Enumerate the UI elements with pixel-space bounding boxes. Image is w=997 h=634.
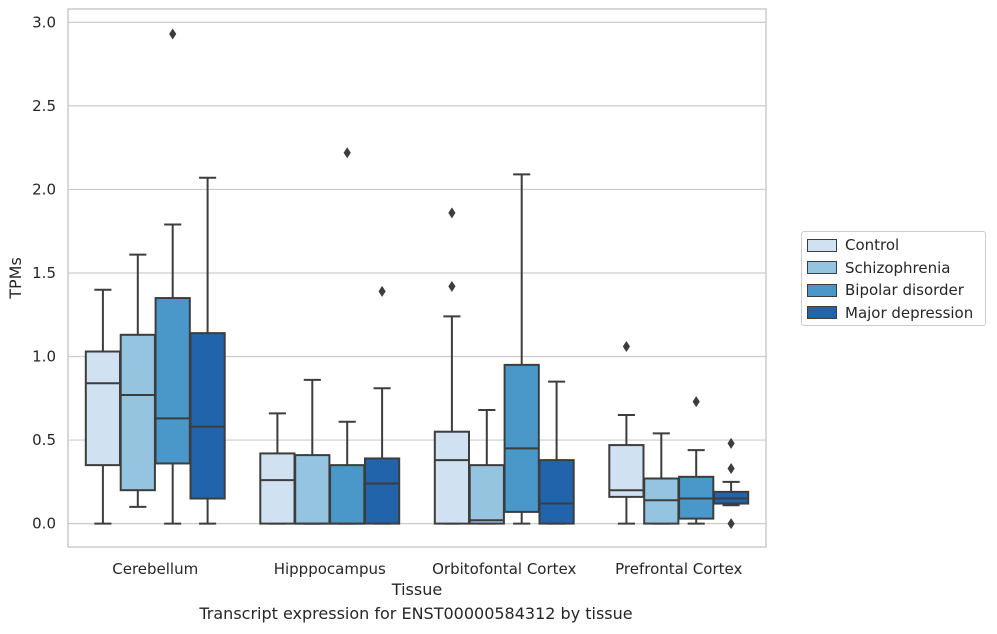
legend-item: Schizophrenia: [807, 258, 950, 278]
y-tick-label: 2.5: [32, 97, 56, 115]
outlier-point: [622, 341, 630, 353]
outlier-point: [378, 285, 386, 297]
iqr-box: [433, 430, 471, 525]
box-bipolar-disorder: [154, 28, 191, 525]
y-tick-label: 2.0: [32, 180, 56, 198]
iqr-box: [468, 464, 505, 525]
iqr-box: [84, 350, 122, 467]
box-control: [433, 207, 471, 525]
box-major-depression: [363, 285, 401, 525]
legend-item: Control: [807, 235, 899, 255]
y-tick-label: 0.0: [32, 515, 56, 533]
legend-item: Major depression: [807, 303, 973, 323]
legend-label: Schizophrenia: [845, 258, 951, 277]
legend-label: Bipolar disorder: [845, 281, 964, 299]
x-tick-label: Hipppocampus: [274, 560, 386, 578]
outlier-point: [727, 518, 735, 530]
box-bipolar-disorder: [503, 173, 540, 525]
iqr-box: [294, 454, 331, 525]
box-major-depression: [189, 176, 226, 525]
x-tick-label: Cerebellum: [112, 560, 198, 578]
legend-label: Major depression: [845, 303, 974, 322]
iqr-box: [363, 457, 401, 525]
outlier-point: [343, 147, 351, 159]
outlier-point: [169, 28, 177, 40]
y-tick-label: 1.5: [32, 264, 56, 282]
y-tick-label: 1.0: [32, 348, 56, 366]
box-major-depression: [712, 437, 750, 530]
box-schizophrenia: [294, 378, 331, 525]
iqr-box: [259, 452, 296, 525]
iqr-box: [538, 459, 575, 525]
outlier-point: [692, 396, 700, 408]
box-schizophrenia: [468, 408, 505, 525]
legend: Control Schizophrenia Bipolar disorder Majo…: [801, 231, 986, 326]
box-bipolar-disorder: [678, 396, 715, 525]
iqr-box: [503, 363, 540, 513]
legend-label: Control: [845, 236, 900, 254]
figure-caption: Transcript expression for ENST0000058431…: [199, 604, 633, 623]
box-schizophrenia: [643, 432, 680, 525]
outlier-point: [448, 207, 456, 219]
legend-swatch: [807, 283, 837, 297]
x-tick-labels: Cerebellum Hipppocampus Orbitofontal Corte…: [112, 560, 742, 578]
legend-item: Bipolar disorder: [807, 280, 964, 300]
y-tick-label: 0.5: [32, 431, 56, 449]
box-major-depression: [538, 380, 575, 525]
box-control: [259, 412, 296, 525]
outlier-point: [727, 437, 735, 449]
iqr-box: [608, 444, 645, 498]
iqr-box: [154, 297, 191, 465]
x-tick-label: Orbitofontal Cortex: [432, 560, 576, 578]
x-axis-label: Tissue: [391, 580, 442, 599]
y-tick-label: 3.0: [32, 13, 56, 31]
iqr-box: [189, 332, 226, 500]
y-axis-label: TPMs: [6, 257, 25, 300]
legend-swatch: [807, 306, 837, 319]
outlier-point: [727, 462, 735, 474]
box-control: [608, 341, 645, 525]
iqr-box: [119, 333, 156, 492]
y-tick-labels: 0.0 0.5 1.0 1.5 2.0 2.5 3.0: [32, 13, 56, 532]
plot-frame: [67, 8, 767, 548]
x-tick-label: Prefrontal Cortex: [615, 560, 742, 578]
outlier-point: [448, 280, 456, 292]
legend-swatch: [807, 261, 837, 274]
iqr-box: [329, 464, 366, 525]
box-control: [84, 288, 122, 525]
box-plots: [84, 28, 750, 530]
box-bipolar-disorder: [329, 147, 366, 525]
legend-swatch: [807, 238, 837, 252]
box-schizophrenia: [119, 253, 156, 508]
